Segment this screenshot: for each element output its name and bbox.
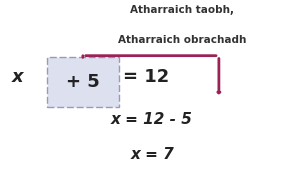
- FancyBboxPatch shape: [47, 57, 119, 107]
- Text: Atharraich taobh,: Atharraich taobh,: [130, 5, 234, 15]
- Text: Atharraich obrachadh: Atharraich obrachadh: [118, 35, 247, 45]
- Text: x: x: [12, 68, 24, 86]
- Text: x = 7: x = 7: [130, 147, 174, 162]
- Text: = 12: = 12: [123, 68, 169, 86]
- Text: + 5: + 5: [66, 73, 100, 91]
- Text: x = 12 - 5: x = 12 - 5: [111, 112, 193, 127]
